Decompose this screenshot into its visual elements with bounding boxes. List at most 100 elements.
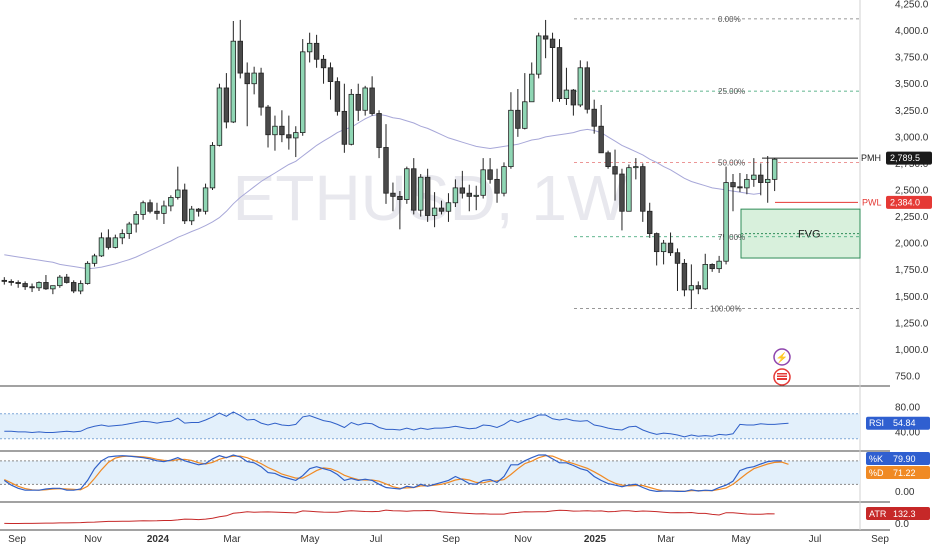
time-tick-label: Sep [871, 534, 889, 545]
candle-body-down [286, 134, 292, 139]
lightning-icon[interactable] [773, 348, 791, 366]
candle-body-up [300, 51, 306, 134]
candle [313, 34, 320, 68]
candle-body-down [598, 125, 604, 154]
candle-body-down [647, 210, 653, 234]
candle-body-up [57, 276, 63, 287]
candle-body-down [619, 173, 625, 212]
candle [300, 39, 306, 136]
candle-body-down [154, 210, 160, 214]
candle-body-down [424, 176, 431, 216]
candle [306, 32, 313, 63]
candle-body-up [765, 178, 771, 183]
candle-body-down [584, 67, 590, 110]
time-tick-label: Nov [84, 534, 102, 545]
candle-body-up [702, 263, 708, 290]
candle [265, 104, 271, 148]
fib-levels: 0.00% 25.00% 50.00% 75.00% 100.00% [574, 15, 860, 314]
price-tick-label: 3,250.0 [895, 106, 929, 117]
candle-body-up [91, 255, 98, 264]
candle [168, 195, 174, 212]
candle [320, 55, 327, 84]
candle [362, 85, 368, 116]
candle-body-down [758, 174, 764, 183]
moving-average-line [4, 113, 761, 270]
candle-body-down [43, 282, 49, 290]
candle [487, 158, 493, 184]
price-tick-label: 2,500.0 [895, 186, 929, 197]
candle [182, 183, 188, 225]
candle-body-up [626, 167, 632, 212]
last-price-text: 2,789.5 [890, 153, 920, 163]
candle [251, 66, 257, 95]
key-levels: PMH PWL [762, 153, 882, 207]
atr-badge [866, 507, 930, 520]
candle [633, 158, 639, 180]
candle [473, 185, 479, 211]
candle [431, 192, 438, 228]
candle [529, 62, 535, 103]
pwl-label: PWL [862, 197, 882, 207]
fvg-zone: FVG [740, 208, 861, 259]
candles [1, 19, 778, 310]
candle-body-down [376, 113, 382, 148]
candle-body-up [660, 242, 667, 253]
candle [549, 32, 556, 102]
alert-icons[interactable]: ⚡ [773, 348, 791, 386]
candle-body-up [272, 125, 278, 136]
candle-body-up [716, 260, 722, 270]
candle [327, 62, 334, 100]
candle-body-up [522, 101, 528, 129]
candle [216, 83, 223, 147]
candle [147, 199, 153, 214]
price-tick-label: 4,000.0 [895, 26, 929, 37]
candle-body-up [744, 178, 750, 189]
candle [598, 104, 604, 154]
candle-body-down [640, 166, 646, 212]
price-tick-label: 2,250.0 [895, 212, 929, 223]
candle-body-down [29, 286, 35, 289]
atr-label: ATR [869, 509, 887, 519]
candle [570, 89, 577, 116]
candle-body-down [327, 67, 334, 82]
candle [188, 205, 195, 226]
time-tick-label: Nov [514, 534, 532, 545]
candle-body-up [140, 202, 146, 215]
candle-body-down [22, 283, 28, 288]
lightning-glyph-icon: ⚡ [776, 351, 788, 364]
candle [390, 182, 396, 212]
candle-body-down [71, 282, 77, 292]
pwl-price-badge-box [886, 195, 932, 209]
candle-body-up [188, 208, 195, 222]
time-tick-label: May [301, 534, 320, 545]
candle [709, 263, 715, 272]
candle-body-up [563, 89, 570, 99]
candle [411, 158, 417, 215]
stoch-band [0, 460, 860, 485]
candle-body-down [313, 42, 320, 60]
candle-body-up [161, 205, 167, 214]
candle-body-down [667, 242, 674, 254]
candle-body-up [348, 93, 354, 145]
atr-pane: 0.0 ATR 132.3 [4, 507, 930, 530]
candle [508, 92, 514, 169]
candle-body-up [535, 35, 542, 75]
candle [619, 168, 625, 231]
stoch-tick: 0.00 [895, 487, 915, 498]
candle [272, 115, 278, 151]
fib-label: 100.00% [710, 305, 742, 314]
candle-body-down [605, 152, 611, 168]
candle-body-down [695, 285, 701, 290]
candle [348, 89, 354, 146]
candle-body-up [480, 169, 486, 196]
candle-body-up [723, 182, 729, 262]
candle [64, 273, 70, 284]
candle-body-up [119, 233, 125, 239]
candle-body-up [209, 144, 216, 189]
candle [71, 280, 77, 294]
candle [36, 281, 42, 291]
candle [605, 150, 611, 169]
candle [751, 158, 757, 187]
candle [612, 149, 618, 201]
price-tick-label: 3,750.0 [895, 53, 929, 64]
